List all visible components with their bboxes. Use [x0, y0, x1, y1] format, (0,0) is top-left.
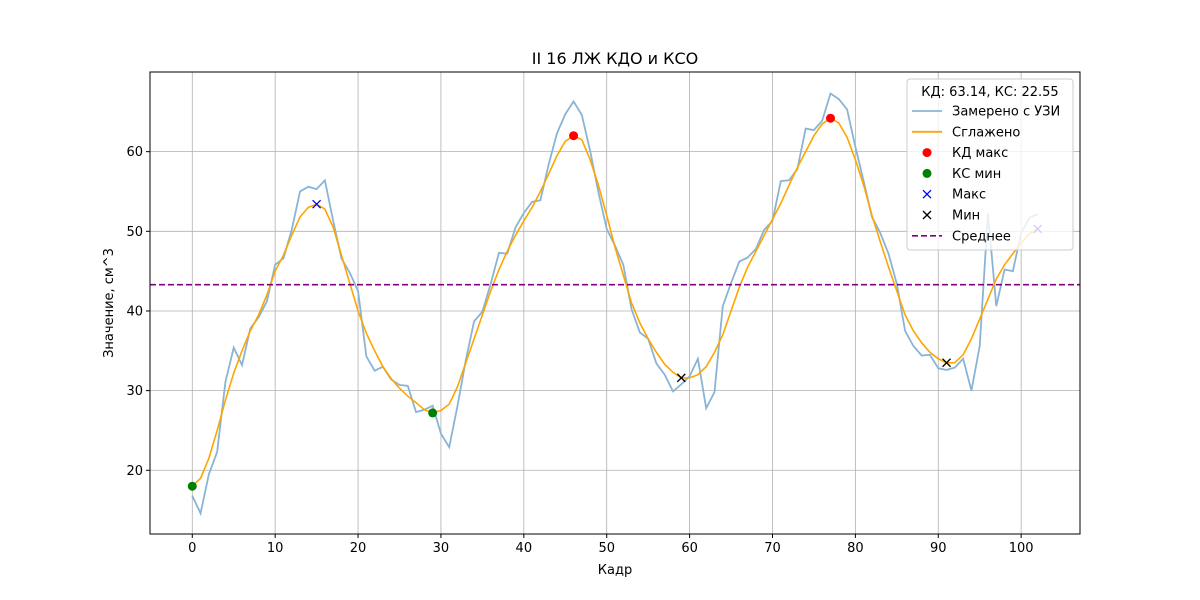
x-axis: 0 10 20 30 40 50 60 70 80 90 100 [188, 534, 1034, 556]
plot-frame [149, 71, 1081, 535]
x-tick-label: 90 [930, 541, 947, 556]
y-tick-label: 30 [126, 384, 143, 399]
legend-entry-6-label: Среднее [952, 229, 1011, 244]
legend-entry-4-label: Макс [952, 188, 986, 203]
legend-entry-5-swatch [922, 210, 932, 220]
legend-box [906, 78, 1074, 251]
legend-entry-0-label: Замерено с УЗИ [952, 105, 1060, 120]
x-tick-label: 60 [681, 541, 698, 556]
y-axis-label: Значение, см^3 [102, 248, 117, 358]
legend-title: КД: 63.14, КС: 22.55 [921, 85, 1058, 100]
x-tick-label: 80 [847, 541, 864, 556]
x-tick-label: 100 [1009, 541, 1034, 556]
y-tick-label: 50 [126, 225, 143, 240]
legend-entry-3-label: КС мин [952, 167, 1001, 182]
kd-max-point [569, 131, 579, 141]
legend-entry-4-swatch [922, 189, 932, 199]
plot-area [150, 92, 1080, 517]
x-tick-label: 70 [764, 541, 781, 556]
y-axis: 20 30 40 50 60 [126, 145, 150, 479]
y-tick-label: 40 [126, 304, 143, 319]
legend-entry-2-label: КД макс [952, 146, 1008, 161]
legend-entry-2-swatch [922, 148, 932, 158]
x-tick-label: 50 [598, 541, 615, 556]
chart-title: II 16 ЛЖ КДО и КСО [532, 49, 698, 68]
kd-max-point [826, 113, 836, 123]
y-tick-label: 20 [126, 464, 143, 479]
x-tick-label: 40 [516, 541, 533, 556]
x-tick-label: 10 [267, 541, 284, 556]
legend-entry-3-swatch [922, 168, 932, 178]
x-tick-label: 20 [350, 541, 367, 556]
legend-entry-1-label: Сглажено [952, 125, 1020, 140]
x-tick-label: 0 [188, 541, 196, 556]
min-marker [676, 373, 686, 383]
max-marker [312, 199, 322, 209]
legend: КД: 63.14, КС: 22.55 Замерено с УЗИ Сглаж… [906, 78, 1074, 251]
ks-min-point [428, 408, 438, 418]
min-marker [942, 358, 952, 368]
x-axis-label: Кадр [598, 563, 632, 578]
y-tick-label: 60 [126, 145, 143, 160]
series-smoothed-line [191, 117, 1039, 487]
legend-entry-5-label: Мин [952, 209, 980, 224]
ks-min-point [187, 481, 197, 491]
x-tick-label: 30 [433, 541, 450, 556]
